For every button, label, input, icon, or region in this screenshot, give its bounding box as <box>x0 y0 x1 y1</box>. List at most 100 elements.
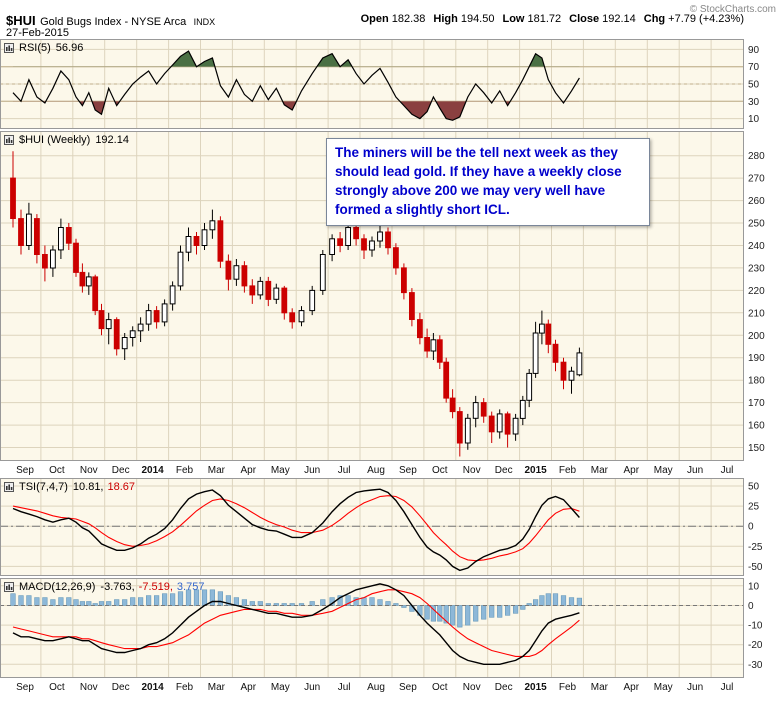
svg-text:230: 230 <box>748 263 765 274</box>
tsi-label: TSI(7,4,7) <box>19 481 68 493</box>
svg-text:Nov: Nov <box>80 682 98 693</box>
tsi-values: 10.81, 18.67 <box>73 481 139 493</box>
svg-text:0: 0 <box>748 601 754 612</box>
svg-text:2014: 2014 <box>141 465 164 476</box>
svg-text:Dec: Dec <box>112 465 130 476</box>
chart-tool-icon <box>4 43 14 53</box>
rsi-values: 56.96 <box>56 42 88 54</box>
svg-text:Jun: Jun <box>304 465 320 476</box>
x-axis-labels: Sep Oct Nov Dec 2014 Feb Mar Apr May Jun Jul Aug Sep… <box>16 465 734 476</box>
svg-text:220: 220 <box>748 286 765 297</box>
copyright: © StockCharts.com <box>689 4 776 15</box>
svg-text:May: May <box>654 465 673 476</box>
svg-text:190: 190 <box>748 353 765 364</box>
svg-text:Oct: Oct <box>49 682 65 693</box>
svg-text:Dec: Dec <box>112 682 130 693</box>
svg-text:Aug: Aug <box>367 682 385 693</box>
svg-text:Jun: Jun <box>687 465 703 476</box>
price-label: $HUI (Weekly) <box>19 134 91 146</box>
svg-text:280: 280 <box>748 151 765 162</box>
svg-text:50: 50 <box>748 80 760 91</box>
svg-text:Feb: Feb <box>176 465 194 476</box>
macd-panel: 10 0 -10 -20 -30 MACD(12,26,9) -3.763, -7.519… <box>0 578 780 678</box>
quote-value: 182.38 <box>391 13 426 25</box>
chart-header: $HUI Gold Bugs Index - NYSE Arca INDX 27… <box>0 3 780 39</box>
quote-value: 181.72 <box>527 13 562 25</box>
x-axis-bottom: Sep Oct Nov Dec 2014 Feb Mar Apr May Jun Jul Aug Sep… <box>0 678 780 695</box>
svg-text:Aug: Aug <box>367 465 385 476</box>
svg-text:180: 180 <box>748 376 765 387</box>
svg-text:May: May <box>654 682 673 693</box>
rsi-label: RSI(5) <box>19 42 51 54</box>
svg-text:Sep: Sep <box>399 682 417 693</box>
svg-text:250: 250 <box>748 219 765 230</box>
exchange: INDX <box>193 17 216 27</box>
quote-value: 194.50 <box>460 13 495 25</box>
svg-text:-20: -20 <box>748 640 763 651</box>
svg-text:-25: -25 <box>748 542 763 553</box>
svg-text:240: 240 <box>748 241 765 252</box>
svg-text:Feb: Feb <box>559 465 577 476</box>
quote-label: Chg <box>643 13 666 25</box>
svg-text:Mar: Mar <box>591 465 609 476</box>
svg-text:2015: 2015 <box>524 465 547 476</box>
svg-text:Nov: Nov <box>80 465 98 476</box>
svg-text:270: 270 <box>748 174 765 185</box>
svg-text:Jul: Jul <box>721 465 734 476</box>
quote-label: Close <box>569 13 600 25</box>
svg-text:260: 260 <box>748 196 765 207</box>
chart-tool-icon <box>4 582 14 592</box>
svg-text:Nov: Nov <box>463 682 481 693</box>
ohlc-quote: Open 182.38 High 194.50 Low 181.72 Close 192.14… <box>353 13 744 25</box>
svg-text:200: 200 <box>748 331 765 342</box>
macd-label: MACD(12,26,9) <box>19 581 96 593</box>
svg-text:90: 90 <box>748 45 760 56</box>
svg-text:Sep: Sep <box>16 682 34 693</box>
svg-text:Feb: Feb <box>176 682 194 693</box>
macd-plot: 10 0 -10 -20 -30 <box>0 578 763 678</box>
svg-text:Oct: Oct <box>432 465 448 476</box>
chart-title: $HUI Gold Bugs Index - NYSE Arca INDX <box>6 12 215 30</box>
chart-tool-icon <box>4 482 14 492</box>
svg-text:Apr: Apr <box>624 682 640 693</box>
svg-text:170: 170 <box>748 398 765 409</box>
indicator-value: 192.14 <box>95 134 129 146</box>
indicator-value: -7.519, <box>138 581 173 593</box>
svg-text:210: 210 <box>748 308 765 319</box>
svg-text:150: 150 <box>748 443 765 454</box>
quote-label: Low <box>502 13 525 25</box>
tsi-plot: 50 25 0 -25 -50 <box>0 478 763 576</box>
price-panel: 280 270 260 250 240 230 220 210 200 190 180 170 160 1… <box>0 131 780 461</box>
svg-text:Apr: Apr <box>241 682 257 693</box>
quote-label: High <box>433 13 458 25</box>
x-axis-middle: Sep Oct Nov Dec 2014 Feb Mar Apr May Jun Jul Aug Sep… <box>0 461 780 478</box>
x-axis-labels: Sep Oct Nov Dec 2014 Feb Mar Apr May Jun Jul Aug Sep… <box>16 682 733 693</box>
svg-text:50: 50 <box>748 482 760 493</box>
rsi-panel: 90 70 50 30 10 RSI(5) 56.96 <box>0 39 780 129</box>
macd-values: -3.763, -7.519, 3.757 <box>100 581 208 593</box>
svg-text:30: 30 <box>748 97 760 108</box>
svg-text:10: 10 <box>748 114 760 125</box>
tsi-panel: 50 25 0 -25 -50 TSI(7,4,7) 10.81, 18.67 <box>0 478 780 576</box>
svg-text:May: May <box>271 682 290 693</box>
svg-text:Feb: Feb <box>559 682 577 693</box>
svg-text:2014: 2014 <box>141 682 164 693</box>
svg-text:Jun: Jun <box>304 682 320 693</box>
svg-text:0: 0 <box>748 522 754 533</box>
rsi-plot: 90 70 50 30 10 <box>0 39 760 129</box>
svg-text:Jul: Jul <box>338 465 351 476</box>
indicator-value: 10.81, <box>72 481 104 493</box>
svg-text:Mar: Mar <box>591 682 609 693</box>
svg-text:2015: 2015 <box>524 682 547 693</box>
annotation-note: The miners will be the tell next week as… <box>326 138 650 226</box>
svg-text:-10: -10 <box>748 621 763 632</box>
svg-text:-50: -50 <box>748 562 763 573</box>
price-values: 192.14 <box>95 134 133 146</box>
svg-text:70: 70 <box>748 62 760 73</box>
svg-text:Oct: Oct <box>49 465 65 476</box>
symbol: $HUI <box>6 13 36 28</box>
indicator-value: -3.763, <box>100 581 135 593</box>
symbol-name: Gold Bugs Index - NYSE Arca <box>40 16 187 28</box>
svg-text:May: May <box>271 465 290 476</box>
